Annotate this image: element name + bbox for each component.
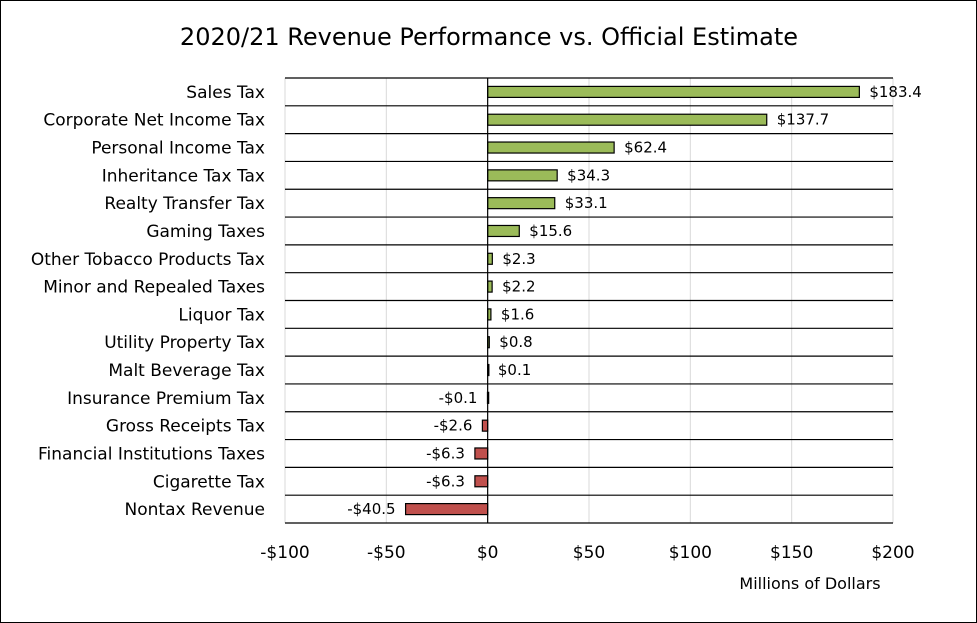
- bar-5: [487, 197, 556, 210]
- category-label: Gross Receipts Tax: [106, 417, 265, 437]
- x-tick-label: $0: [477, 543, 499, 563]
- x-tick-labels: -$100 -$50 $0 $50 $100 $150 $200: [260, 543, 914, 563]
- category-label: Malt Beverage Tax: [108, 361, 265, 381]
- data-label: $15.6: [529, 222, 572, 240]
- bar-7: [487, 252, 493, 265]
- x-tick-label: -$100: [260, 543, 309, 563]
- bar-6: [487, 224, 520, 238]
- bar-16: [404, 502, 489, 516]
- bar-2: [487, 113, 768, 126]
- data-label: -$40.5: [347, 500, 395, 518]
- category-label: Insurance Premium Tax: [67, 389, 265, 409]
- category-label: Liquor Tax: [178, 305, 265, 325]
- x-axis-title: Millions of Dollars: [739, 574, 880, 593]
- category-label: Other Tobacco Products Tax: [31, 250, 265, 270]
- category-label: Minor and Repealed Taxes: [43, 278, 265, 298]
- bar-14: [474, 447, 489, 460]
- data-label: $34.3: [567, 166, 610, 184]
- data-label: $62.4: [624, 139, 667, 157]
- bar-1: [487, 85, 860, 99]
- bar-8: [487, 280, 493, 293]
- category-label: Sales Tax: [186, 83, 265, 103]
- bars: [404, 78, 860, 523]
- chart-title: 2020/21 Revenue Performance vs. Official…: [180, 23, 798, 51]
- data-label: -$2.6: [434, 417, 473, 435]
- data-label: -$6.3: [426, 472, 465, 490]
- x-tick-label: $200: [871, 543, 914, 563]
- bar-15: [474, 475, 489, 488]
- data-label: $1.6: [501, 305, 534, 323]
- bar-13: [481, 419, 489, 432]
- category-label: Cigarette Tax: [153, 472, 265, 492]
- category-label: Realty Transfer Tax: [104, 194, 265, 214]
- data-label: $137.7: [777, 111, 830, 129]
- bar-4: [487, 169, 558, 182]
- category-label: Corporate Net Income Tax: [43, 111, 265, 131]
- category-label: Personal Income Tax: [91, 139, 265, 159]
- category-label: Financial Institutions Taxes: [38, 444, 265, 464]
- data-label: $183.4: [869, 83, 922, 101]
- data-label: $2.2: [502, 278, 535, 296]
- x-tick-label: $150: [770, 543, 813, 563]
- category-label: Nontax Revenue: [125, 500, 265, 520]
- category-label: Gaming Taxes: [146, 222, 265, 242]
- data-labels: $183.4 $137.7 $62.4 $34.3 $33.1 $15.6 $2.3 $2.2…: [347, 83, 922, 518]
- x-tick-label: $50: [573, 543, 605, 563]
- data-label: $2.3: [502, 250, 535, 268]
- data-label: $33.1: [565, 194, 608, 212]
- x-tick-label: -$50: [367, 543, 406, 563]
- category-label: Utility Property Tax: [104, 333, 265, 353]
- x-tick-label: $100: [669, 543, 712, 563]
- category-labels: Sales Tax Corporate Net Income Tax Persona…: [31, 83, 265, 520]
- category-label: Inheritance Tax Tax: [102, 166, 265, 186]
- data-label: $0.8: [499, 333, 532, 351]
- data-label: $0.1: [498, 361, 531, 379]
- row-separators: [285, 77, 893, 524]
- data-label: -$6.3: [426, 444, 465, 462]
- data-label: -$0.1: [439, 389, 478, 407]
- bar-3: [487, 141, 615, 154]
